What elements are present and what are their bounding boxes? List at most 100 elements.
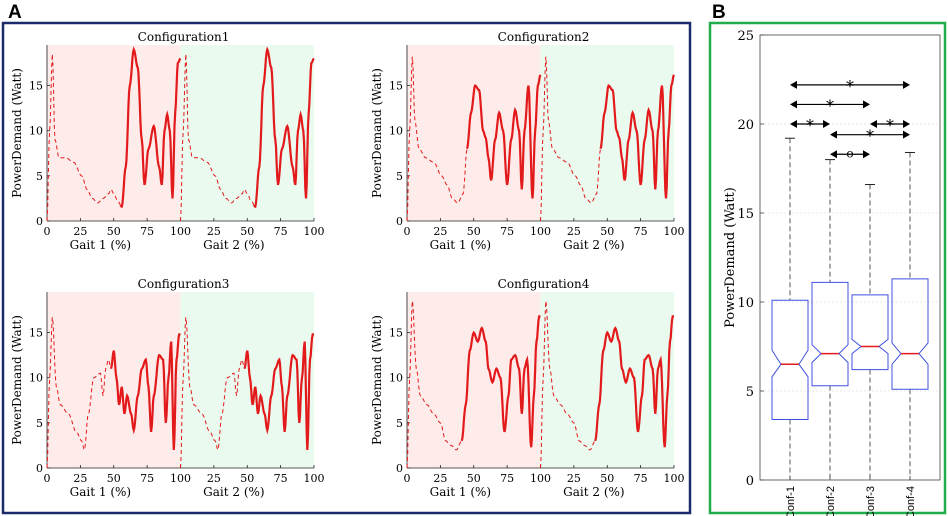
gait2-background xyxy=(540,45,674,221)
x-tick-label: 25 xyxy=(567,472,581,485)
x-tick-label: 100 xyxy=(664,225,685,238)
y-tick-label: 10 xyxy=(389,125,403,138)
arrow-head-right xyxy=(903,80,910,89)
panel-b-frame xyxy=(708,21,947,515)
arrow-head-right xyxy=(863,150,870,159)
power-curve-solid-gait2 xyxy=(599,74,676,199)
power-curve-solid-gait1 xyxy=(119,46,182,209)
x-tick-label: 100 xyxy=(170,225,191,238)
x-label-gait2: Gait 2 (%) xyxy=(563,238,624,252)
x-label-gait1: Gait 1 (%) xyxy=(430,485,491,499)
x-tick-label: 75 xyxy=(274,472,288,485)
y-tick-label: 0 xyxy=(36,462,43,475)
x-tick-label: 25 xyxy=(567,225,581,238)
x-tick-label: 75 xyxy=(500,472,514,485)
gait2-background xyxy=(540,292,674,468)
significance-label: * xyxy=(826,96,834,115)
x-tick-label: 100 xyxy=(530,225,551,238)
arrow-head-right xyxy=(903,120,910,128)
x-tick-label: 50 xyxy=(107,225,121,238)
subplot-title: Configuration2 xyxy=(498,30,590,44)
y-tick-label: 0 xyxy=(746,474,754,489)
y-tick-label: 15 xyxy=(389,80,403,93)
x-tick-label: 50 xyxy=(107,472,121,485)
x-tick-label: 25 xyxy=(73,225,87,238)
x-tick-label: 75 xyxy=(634,225,648,238)
y-tick-label: 0 xyxy=(396,215,403,228)
panel-a-label: A xyxy=(8,2,22,23)
y-tick-label: 20 xyxy=(737,118,754,133)
power-curve-solid-gait2 xyxy=(252,46,315,209)
significance-label: * xyxy=(806,116,814,135)
significance-bracket: * xyxy=(790,116,830,135)
y-axis-label: PowerDemand (Watt) xyxy=(370,315,384,445)
box-conf-3: Conf-3 xyxy=(851,184,889,516)
boxplot-axes-frame xyxy=(759,34,941,481)
y-axis-label: PowerDemand (Watt) xyxy=(370,68,384,198)
notched-box xyxy=(891,278,929,390)
power-curve-dashed-gait1 xyxy=(46,53,121,222)
arrow-head-left xyxy=(790,120,797,128)
subplot-title: Configuration4 xyxy=(498,277,590,291)
power-curve-solid-gait1 xyxy=(466,74,542,199)
y-tick-label: 0 xyxy=(396,462,403,475)
x-tick-label: Conf-4 xyxy=(905,486,917,516)
x-tick-label: 25 xyxy=(207,225,221,238)
x-tick-label: 0 xyxy=(44,225,51,238)
x-tick-label: 25 xyxy=(73,472,87,485)
panel-b-label: B xyxy=(712,2,726,23)
power-curve-dashed-gait2 xyxy=(180,53,255,222)
y-tick-label: 5 xyxy=(396,417,403,430)
gait2-background xyxy=(180,45,314,221)
x-tick-label: 75 xyxy=(634,472,648,485)
y-tick-label: 5 xyxy=(36,170,43,183)
significance-bracket: o xyxy=(830,146,870,160)
arrow-head-left xyxy=(870,120,877,128)
power-curve-solid-gait1 xyxy=(460,315,541,448)
arrow-head-right xyxy=(903,130,910,139)
significance-label: * xyxy=(886,116,894,135)
x-label-gait2: Gait 2 (%) xyxy=(203,238,264,252)
y-axis-label: PowerDemand (Watt) xyxy=(10,315,24,445)
gait1-background xyxy=(47,45,181,221)
x-tick-label: 0 xyxy=(404,225,411,238)
x-tick-label: 75 xyxy=(140,472,154,485)
x-tick-label: 75 xyxy=(140,225,154,238)
box-conf-4: Conf-4 xyxy=(891,151,929,516)
power-curve-solid-gait2 xyxy=(594,315,674,448)
significance-bracket: * xyxy=(790,96,870,115)
x-tick-label: Conf-3 xyxy=(865,486,877,516)
x-tick-label: 100 xyxy=(530,472,551,485)
significance-bracket: * xyxy=(790,77,910,96)
y-axis-label: PowerDemand (Watt) xyxy=(10,68,24,198)
x-label-gait2: Gait 2 (%) xyxy=(203,485,264,499)
significance-label: * xyxy=(866,127,874,146)
gait1-background xyxy=(407,292,541,468)
x-tick-label: 100 xyxy=(304,472,325,485)
subplot-title: Configuration3 xyxy=(138,277,230,291)
x-label-gait1: Gait 1 (%) xyxy=(70,485,131,499)
power-curve-dashed-gait2 xyxy=(540,300,596,469)
arrow-head-left xyxy=(830,130,837,139)
significance-bracket: * xyxy=(830,127,910,146)
power-curve-dashed-gait1 xyxy=(406,300,462,469)
notched-box xyxy=(811,281,849,387)
gait1-background xyxy=(407,45,541,221)
x-tick-label: Conf-2 xyxy=(825,486,837,516)
x-label-gait1: Gait 1 (%) xyxy=(430,238,491,252)
box-conf-1: Conf-1 xyxy=(771,137,809,516)
significance-label: o xyxy=(846,146,853,160)
subplot-title: Configuration1 xyxy=(138,30,230,44)
y-tick-label: 15 xyxy=(29,80,43,93)
y-tick-label: 10 xyxy=(29,372,43,385)
y-tick-label: 5 xyxy=(746,385,754,400)
gait1-background xyxy=(47,292,181,468)
y-tick-label: 15 xyxy=(737,207,754,222)
x-tick-label: 25 xyxy=(207,472,221,485)
x-tick-label: 100 xyxy=(664,472,685,485)
subplot-configuration2: Configuration2 0 5 10 15 0 25 50 75 100 25 50 75 100 G… xyxy=(370,30,685,252)
subplot-configuration1: Configuration1 0 5 10 15 0 25 50 75 100 25 50 75 100 G… xyxy=(10,30,325,252)
y-tick-label: 10 xyxy=(389,372,403,385)
x-tick-label: 50 xyxy=(240,472,254,485)
